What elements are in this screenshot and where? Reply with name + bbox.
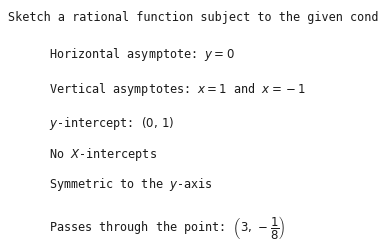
- Text: Horizontal asymptote: $y=0$: Horizontal asymptote: $y=0$: [49, 46, 235, 63]
- Text: Vertical asymptotes: $x=1$ and $x=-1$: Vertical asymptotes: $x=1$ and $x=-1$: [49, 81, 306, 98]
- Text: Passes through the point: $\left(3,\,-\dfrac{1}{8}\right)$: Passes through the point: $\left(3,\,-\d…: [49, 213, 286, 240]
- Text: $y$-intercept: $(0,\, 1)$: $y$-intercept: $(0,\, 1)$: [49, 115, 174, 132]
- Text: Sketch a rational function subject to the given conditions.: Sketch a rational function subject to th…: [8, 11, 379, 24]
- Text: No $X$-intercepts: No $X$-intercepts: [49, 145, 157, 162]
- Text: Symmetric to the $y$-axis: Symmetric to the $y$-axis: [49, 175, 213, 193]
